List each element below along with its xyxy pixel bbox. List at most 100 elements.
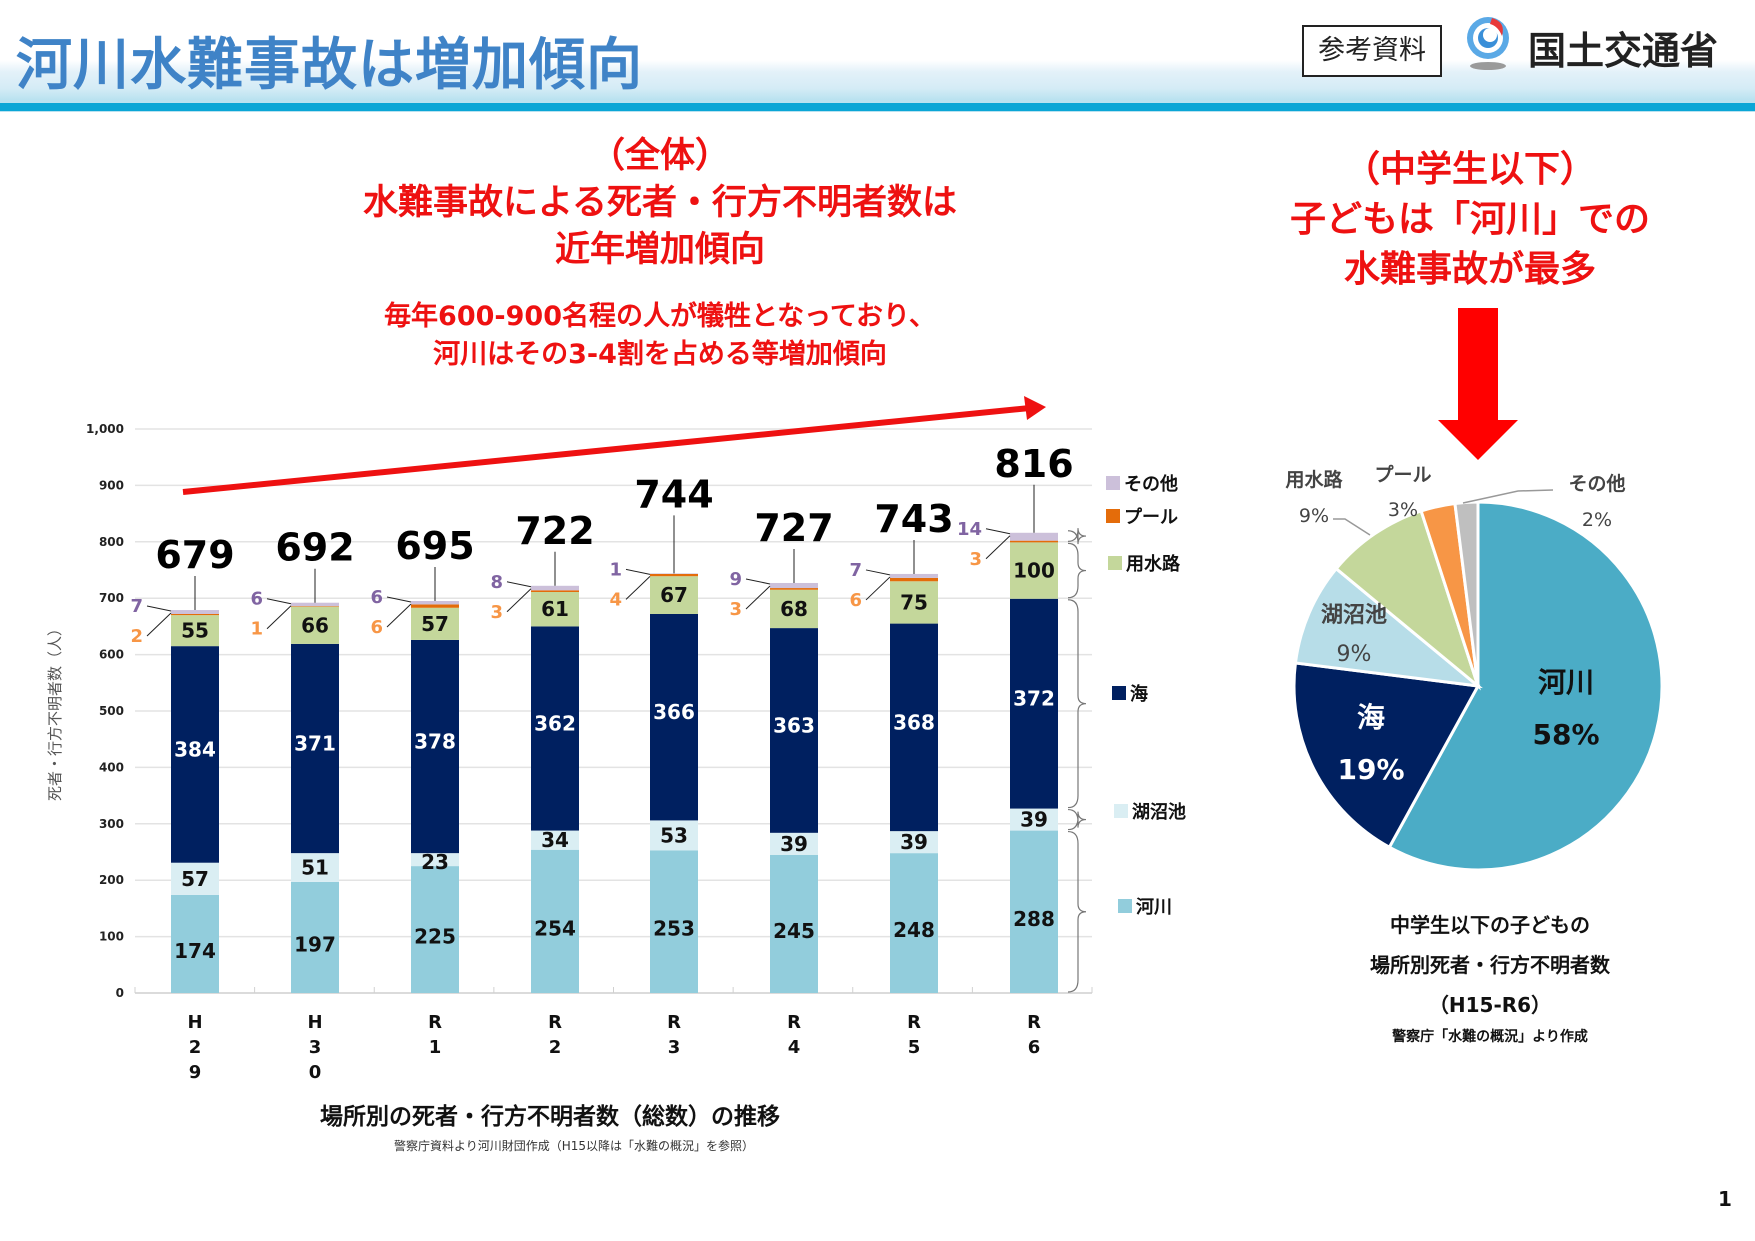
total-label: 692 xyxy=(275,526,354,570)
pie-label-その他: その他 xyxy=(1568,472,1625,495)
x-category-label: 4 xyxy=(788,1037,801,1058)
legend-swatch-用水路 xyxy=(1108,556,1122,570)
total-label: 743 xyxy=(874,497,953,541)
pie-caption-line3: （H15-R6） xyxy=(1428,993,1552,1017)
other-value-label: 1 xyxy=(609,559,622,580)
children-headline: （中学生以下） 子どもは「河川」での 水難事故が最多 xyxy=(1240,145,1700,295)
page-number: 1 xyxy=(1718,1187,1732,1211)
overall-subheadline-line2: 河川はその3-4割を占める等増加傾向 xyxy=(433,339,887,370)
trend-arrow-head-icon xyxy=(1024,396,1046,420)
bar-segment-label: 248 xyxy=(893,918,935,942)
total-label: 727 xyxy=(754,506,833,550)
pool-value-label: 3 xyxy=(490,602,503,623)
overall-headline: （全体） 水難事故による死者・行方不明者数は 近年増加傾向 xyxy=(300,133,1020,274)
legend-swatch-その他 xyxy=(1106,476,1120,490)
legend-label: プール xyxy=(1124,506,1178,528)
bar-segment-label: 372 xyxy=(1013,687,1055,711)
bar-segment-その他 xyxy=(1010,532,1058,541)
y-tick-label: 400 xyxy=(99,760,124,774)
y-tick-label: 600 xyxy=(99,648,124,662)
bar-segment-label: 245 xyxy=(773,919,815,943)
bar-segment-label: 61 xyxy=(541,597,569,621)
legend-label: 用水路 xyxy=(1126,553,1181,575)
down-arrow-icon xyxy=(1438,308,1518,460)
bar-segment-海 xyxy=(171,646,219,863)
pie-chart: 河川 58% 海 19% 湖沼池 9% 用水路 9% プール 3% その他 2% xyxy=(1285,308,1664,872)
bar-segment-label: 384 xyxy=(174,737,216,761)
pool-leader-line xyxy=(506,588,532,613)
x-category-label: H xyxy=(187,1012,202,1033)
bar-segment-プール xyxy=(531,590,579,592)
pie-percent-海: 19% xyxy=(1337,753,1404,786)
bar-segment-その他 xyxy=(171,610,219,614)
pool-value-label: 3 xyxy=(969,549,982,570)
total-label: 816 xyxy=(994,442,1073,486)
bar-segment-用水路 xyxy=(291,606,339,644)
bar-segment-プール xyxy=(770,588,818,590)
x-category-label: R xyxy=(1027,1012,1041,1033)
other-leader-line xyxy=(745,578,771,585)
pie-slice-湖沼池 xyxy=(1293,566,1483,689)
pool-value-label: 6 xyxy=(370,617,383,638)
bar-segment-河川 xyxy=(171,894,219,993)
bar-segment-湖沼池 xyxy=(171,862,219,895)
bar-segment-その他 xyxy=(411,601,459,605)
y-tick-label: 300 xyxy=(99,817,124,831)
total-label: 722 xyxy=(515,509,594,553)
bar-segment-label: 39 xyxy=(900,830,928,854)
pie-percent-用水路: 9% xyxy=(1299,505,1329,527)
legend-label: 海 xyxy=(1130,683,1148,705)
total-label: 695 xyxy=(395,524,474,568)
bar-segment-湖沼池 xyxy=(770,832,818,855)
pool-value-label: 4 xyxy=(609,589,622,610)
legend-swatch-河川 xyxy=(1118,899,1132,913)
pie-leader-other xyxy=(1462,489,1554,504)
bar-segment-label: 66 xyxy=(301,613,329,637)
other-value-label: 9 xyxy=(729,569,742,590)
bar-segment-label: 23 xyxy=(421,850,449,874)
pool-leader-line xyxy=(865,576,891,601)
bar-segment-その他 xyxy=(770,582,818,589)
bar-segment-label: 67 xyxy=(660,583,688,607)
x-category-label: 3 xyxy=(668,1037,681,1058)
overall-headline-line1: （全体） xyxy=(589,136,730,176)
pool-value-label: 2 xyxy=(130,626,143,647)
other-value-label: 8 xyxy=(490,572,503,593)
bar-segment-用水路 xyxy=(770,589,818,629)
bar-segment-プール xyxy=(171,613,219,616)
ministry-name: 国土交通省 xyxy=(1528,29,1719,73)
bar-segment-河川 xyxy=(890,853,938,993)
children-headline-line2: 子どもは「河川」での xyxy=(1289,199,1650,240)
overall-subheadline: 毎年600-900名程の人が犠牲となっており、 河川はその3-4割を占める等増加… xyxy=(300,298,1020,374)
bar-segment-label: 75 xyxy=(900,590,928,614)
pool-leader-line xyxy=(386,603,412,628)
bar-chart-title: 場所別の死者・行方不明者数（総数）の推移 xyxy=(320,1104,780,1130)
pool-leader-line xyxy=(985,535,1011,560)
bar-segment-プール xyxy=(1010,540,1058,543)
bar-segment-label: 51 xyxy=(301,856,329,880)
other-leader-line xyxy=(625,568,651,575)
bar-segment-海 xyxy=(291,643,339,854)
pool-leader-line xyxy=(745,585,771,610)
other-value-label: 14 xyxy=(957,519,982,540)
bar-segment-河川 xyxy=(291,881,339,993)
bar-segment-label: 57 xyxy=(181,867,209,891)
pool-value-label: 6 xyxy=(849,590,862,611)
legend-label: その他 xyxy=(1124,473,1178,495)
y-tick-label: 500 xyxy=(99,704,124,718)
y-tick-label: 900 xyxy=(99,478,124,492)
pie-label-用水路: 用水路 xyxy=(1285,468,1343,491)
pie-label-海: 海 xyxy=(1357,701,1385,734)
bar-segment-プール xyxy=(411,604,459,608)
y-tick-label: 700 xyxy=(99,591,124,605)
legend-label: 湖沼池 xyxy=(1132,801,1186,823)
y-axis-title: 死者・行方不明者数（人） xyxy=(46,621,64,801)
pool-leader-line xyxy=(266,605,292,630)
bar-segment-海 xyxy=(890,623,938,832)
bar-segment-その他 xyxy=(291,602,339,607)
bar-segment-河川 xyxy=(1010,830,1058,993)
pie-percent-プール: 3% xyxy=(1388,499,1418,521)
bar-segment-label: 378 xyxy=(414,730,456,754)
legend-swatch-海 xyxy=(1112,686,1126,700)
pie-slice-用水路 xyxy=(1334,509,1482,691)
